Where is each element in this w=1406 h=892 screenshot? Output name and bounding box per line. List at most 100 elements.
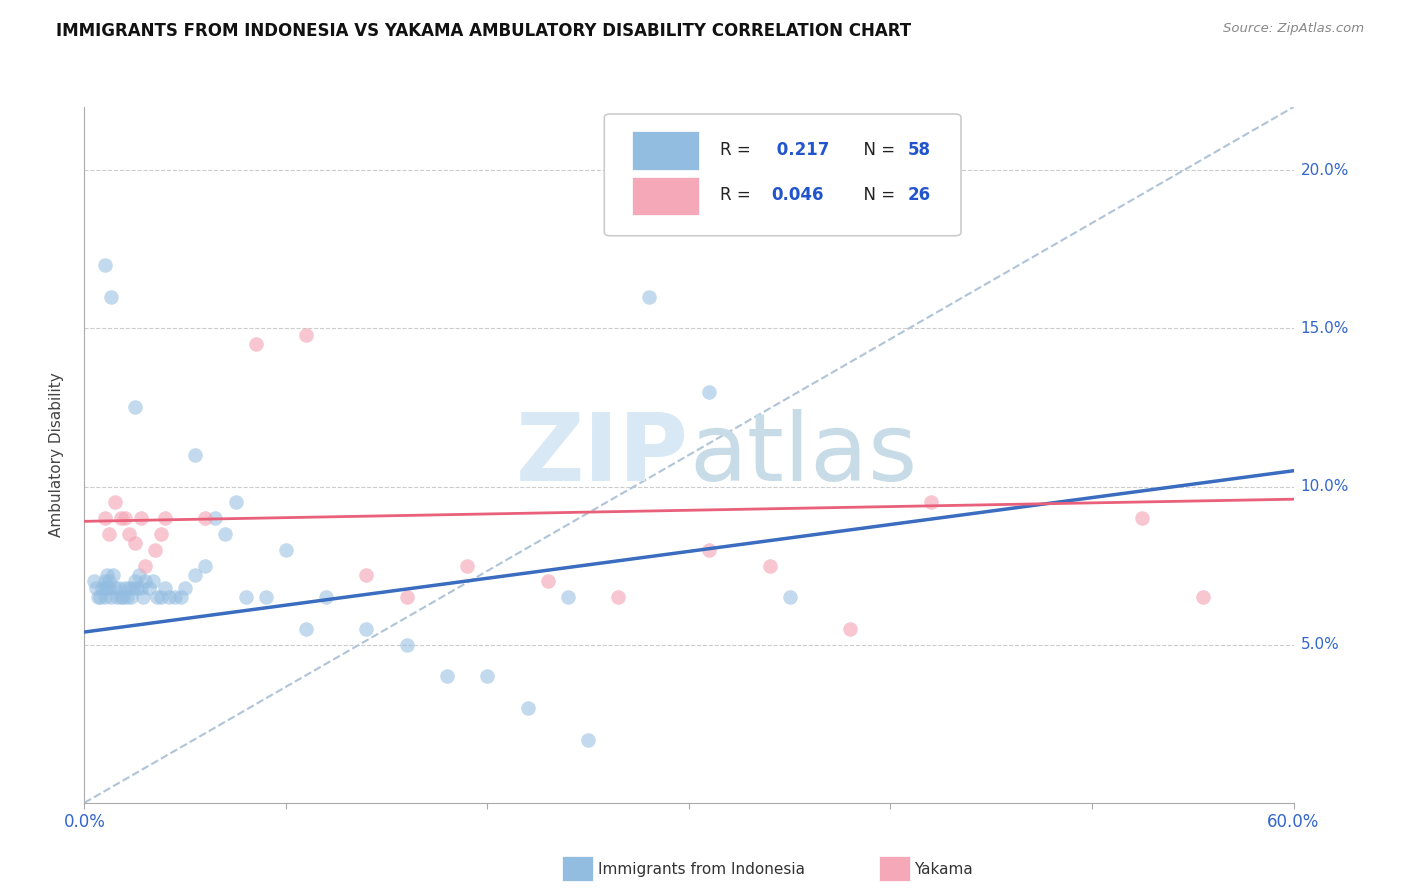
Point [254, 591, 277, 605]
Point [516, 701, 538, 715]
Point [132, 591, 155, 605]
Point [153, 511, 176, 525]
Point [91, 581, 114, 595]
Point [174, 581, 197, 595]
Point [120, 591, 142, 605]
Point [839, 622, 862, 636]
Point [204, 511, 226, 525]
Point [170, 591, 193, 605]
Point [184, 448, 207, 462]
Point [143, 542, 166, 557]
Point [124, 401, 146, 415]
Point [86, 581, 108, 595]
Point [295, 327, 318, 342]
Point [315, 591, 337, 605]
Point [93, 581, 115, 595]
Point [121, 581, 143, 595]
Text: 5.0%: 5.0% [1301, 637, 1340, 652]
Point [1130, 511, 1153, 525]
Point [274, 542, 297, 557]
Point [104, 581, 127, 595]
Text: R =: R = [720, 141, 756, 159]
Text: ZIP: ZIP [516, 409, 689, 501]
Text: 58: 58 [908, 141, 931, 159]
Point [93, 591, 115, 605]
Point [557, 591, 579, 605]
Point [134, 574, 156, 589]
Text: R =: R = [720, 186, 756, 204]
Point [118, 581, 141, 595]
Point [149, 591, 172, 605]
Point [118, 527, 141, 541]
Point [114, 511, 136, 525]
Text: N =: N = [853, 186, 901, 204]
Point [100, 591, 122, 605]
Point [697, 542, 720, 557]
Point [125, 581, 148, 595]
Point [96, 568, 118, 582]
Point [97, 527, 120, 541]
Point [225, 495, 247, 509]
Point [194, 511, 217, 525]
Point [149, 527, 172, 541]
Point [758, 558, 780, 573]
Point [115, 591, 138, 605]
Text: Source: ZipAtlas.com: Source: ZipAtlas.com [1223, 22, 1364, 36]
Point [214, 527, 236, 541]
Point [157, 591, 180, 605]
Point [101, 568, 124, 582]
Point [110, 591, 132, 605]
Point [114, 581, 136, 595]
Point [124, 574, 146, 589]
Point [129, 511, 152, 525]
Point [295, 622, 318, 636]
Point [395, 638, 418, 652]
Point [128, 568, 150, 582]
Point [87, 591, 110, 605]
Point [395, 591, 418, 605]
Text: N =: N = [853, 141, 901, 159]
Point [356, 568, 378, 582]
Point [93, 511, 115, 525]
Bar [633, 131, 699, 169]
Point [607, 591, 630, 605]
Point [129, 581, 152, 595]
Text: 26: 26 [908, 186, 931, 204]
Point [105, 591, 128, 605]
FancyBboxPatch shape [605, 114, 962, 235]
Point [779, 591, 801, 605]
Text: Immigrants from Indonesia: Immigrants from Indonesia [598, 863, 804, 877]
Point [107, 581, 129, 595]
Bar [633, 177, 699, 215]
Point [477, 669, 499, 683]
Point [153, 581, 176, 595]
Point [697, 384, 720, 399]
Point [89, 591, 111, 605]
Point [245, 337, 267, 351]
Point [138, 581, 160, 595]
Text: atlas: atlas [689, 409, 917, 501]
Text: 20.0%: 20.0% [1301, 163, 1348, 178]
Text: 10.0%: 10.0% [1301, 479, 1348, 494]
Text: 0.217: 0.217 [770, 141, 830, 159]
Point [110, 511, 132, 525]
Point [104, 495, 127, 509]
Point [920, 495, 942, 509]
Point [537, 574, 560, 589]
Point [124, 536, 146, 550]
Point [576, 732, 599, 747]
Point [93, 258, 115, 272]
Point [83, 574, 105, 589]
Point [184, 568, 207, 582]
Point [194, 558, 217, 573]
Point [436, 669, 458, 683]
Point [165, 591, 187, 605]
Point [142, 574, 165, 589]
Point [97, 574, 120, 589]
Text: Yakama: Yakama [914, 863, 973, 877]
Point [456, 558, 478, 573]
Point [97, 581, 120, 595]
Point [100, 290, 122, 304]
Point [111, 591, 134, 605]
Point [96, 581, 118, 595]
